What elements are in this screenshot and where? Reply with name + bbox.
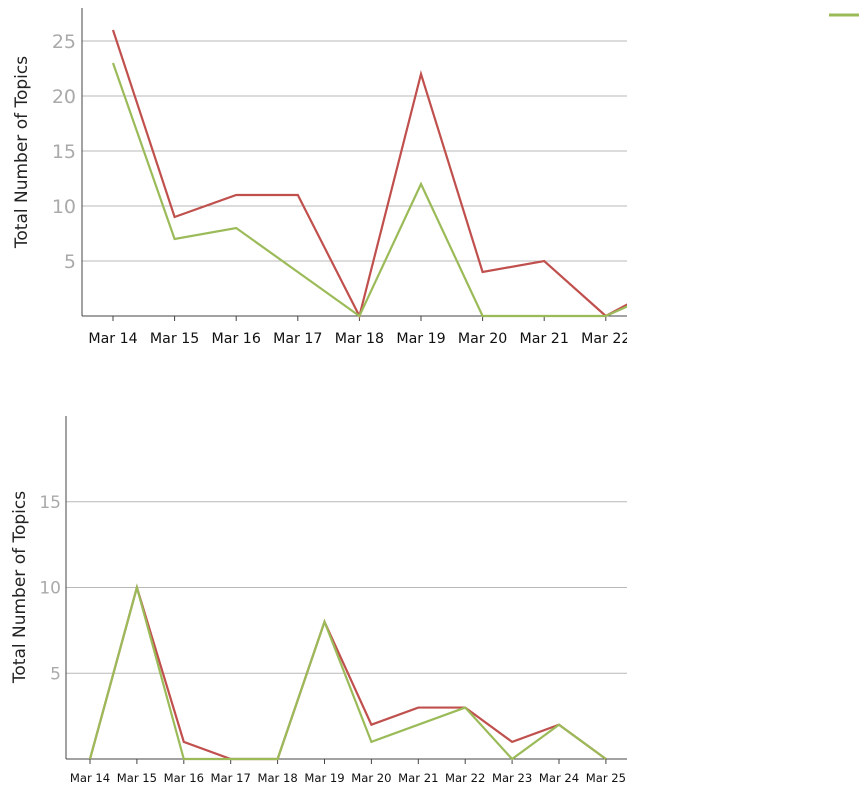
- chart-2-x-tick-label: Mar 22: [445, 771, 485, 785]
- chart-2: Total Number of Topics 5 10 15 Mar 14 Mar 15…: [10, 416, 627, 785]
- chart-1-x-tick-label: Mar 18: [335, 331, 384, 347]
- chart-1-x-tick-label: Mar 20: [458, 331, 507, 347]
- chart-1-y-tick-label: 20: [52, 86, 76, 108]
- chart-1-x-tick-label: Mar 19: [396, 331, 445, 347]
- chart-1-y-tick-label: 25: [52, 31, 76, 53]
- chart-2-x-tick-label: Mar 17: [211, 771, 251, 785]
- chart-1-x-tick-label: Mar 21: [520, 331, 569, 347]
- chart-2-x-tick-label: Mar 20: [351, 771, 391, 785]
- chart-2-x-tick-label: Mar 25: [586, 771, 626, 785]
- chart-2-x-tick-label: Mar 23: [492, 771, 532, 785]
- chart-1-y-tick-label: 5: [64, 251, 76, 273]
- chart-2-series-line-2: [88, 583, 607, 761]
- chart-2-y-tick-label: 10: [39, 579, 61, 599]
- chart-2-x-tick-label: Mar 18: [257, 771, 297, 785]
- chart-2-x-tick-label: Mar 24: [539, 771, 579, 785]
- chart-2-series-line-1: [88, 583, 607, 761]
- chart-2-x-tick-label: Mar 16: [164, 771, 204, 785]
- chart-1-x-tick-label: Mar 17: [273, 331, 322, 347]
- chart-1-x-ticks: Mar 14 Mar 15 Mar 16 Mar 17 Mar 18 Mar 19 Mar …: [88, 316, 630, 347]
- chart-1-y-axis-label: Total Number of Topics: [12, 56, 32, 249]
- chart-1-y-tick-label: 15: [52, 141, 76, 163]
- chart-2-x-tick-label: Mar 14: [70, 771, 110, 785]
- chart-1-series-line-2: [111, 62, 627, 318]
- chart-2-x-tick-label: Mar 15: [117, 771, 157, 785]
- chart-1-y-tick-label: 10: [52, 196, 76, 218]
- chart-2-x-tick-label: Mar 19: [304, 771, 344, 785]
- chart-1-series-group: [111, 29, 627, 320]
- chart-1-x-tick-label: Mar 16: [212, 331, 261, 347]
- chart-2-y-tick-label: 15: [39, 493, 61, 513]
- chart-1-series-line-1: [111, 29, 627, 320]
- chart-2-y-axis-label: Total Number of Topics: [10, 491, 30, 684]
- chart-1-x-tick-label: Mar 14: [88, 331, 137, 347]
- chart-1-x-tick-label: Mar 22: [581, 331, 630, 347]
- chart-2-x-tick-label: Mar 21: [398, 771, 438, 785]
- chart-2-y-tick-label: 5: [50, 664, 61, 684]
- chart-1-x-tick-label: Mar 15: [150, 331, 199, 347]
- chart-2-x-ticks: Mar 14 Mar 15 Mar 16 Mar 17 Mar 18 Mar 19 Mar …: [70, 759, 626, 785]
- chart-2-series-group: [88, 583, 607, 761]
